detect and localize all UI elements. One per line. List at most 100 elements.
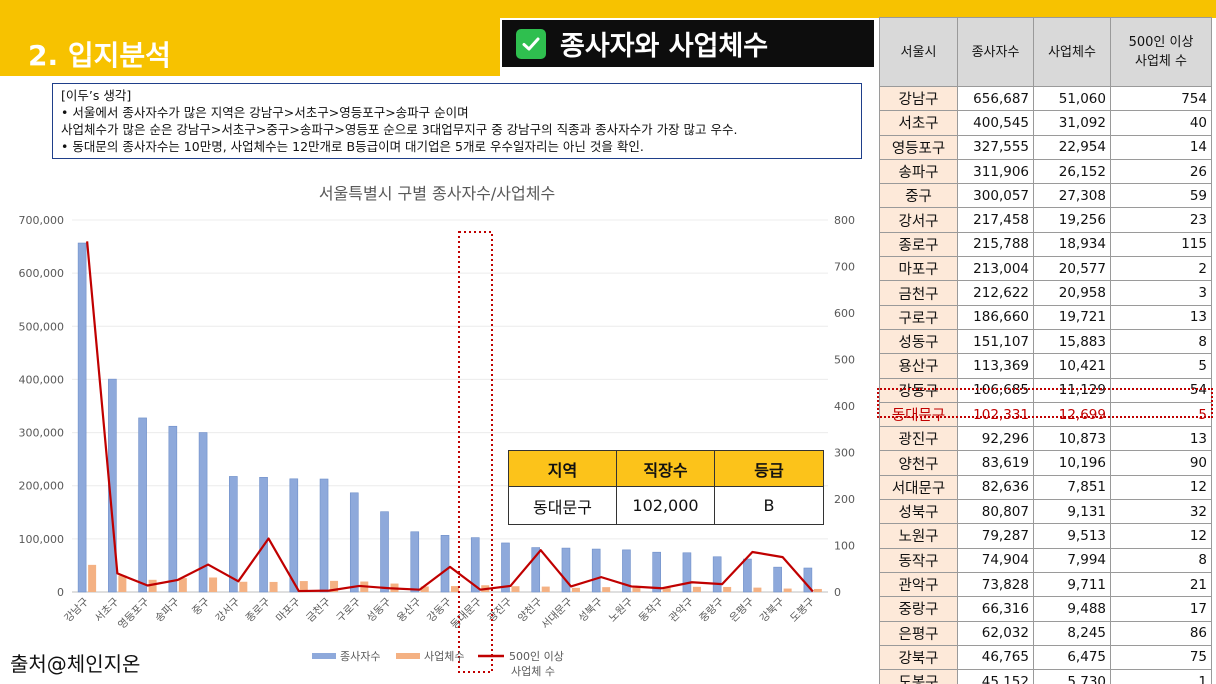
- right-tick-label: 600: [834, 307, 855, 320]
- bar-employees: [410, 531, 420, 593]
- table-row: 노원구 79,287 9,513 12: [879, 523, 1212, 549]
- grade-cell-grade: B: [714, 486, 824, 525]
- bar-employees: [652, 551, 661, 593]
- table-row: 서대문구 82,636 7,851 12: [879, 474, 1212, 501]
- category-label: 구로구: [334, 595, 363, 624]
- table-row: 강서구 217,458 19,256 23: [879, 207, 1212, 233]
- right-tick-label: 100: [834, 540, 855, 553]
- cell-employees: 186,660: [957, 304, 1034, 330]
- note-box: [이두’s 생각] • 서울에서 종사자수가 많은 지역은 강남구>서초구>영등…: [52, 83, 862, 159]
- table-row: 영등포구 327,555 22,954 14: [879, 134, 1212, 160]
- category-label: 중랑구: [697, 595, 726, 624]
- cell-businesses: 22,954: [1033, 134, 1111, 160]
- category-label: 마포구: [274, 595, 303, 624]
- bar-businesses: [451, 586, 459, 592]
- cell-district: 도봉구: [879, 669, 958, 684]
- left-tick-label: 0: [57, 586, 64, 599]
- bar-employees: [591, 548, 601, 593]
- category-label: 용산구: [395, 595, 424, 624]
- cell-businesses: 31,092: [1033, 110, 1111, 136]
- cell-district: 강남구: [879, 85, 958, 112]
- table-row: 용산구 113,369 10,421 5: [879, 353, 1212, 379]
- cell-businesses: 20,577: [1033, 256, 1111, 282]
- bar-businesses: [541, 586, 550, 592]
- category-label: 금천구: [304, 595, 333, 624]
- right-tick-label: 500: [834, 354, 855, 367]
- bar-businesses: [511, 586, 520, 592]
- table-row: 강동구 106,685 11,129 54: [879, 377, 1212, 403]
- table-row: 중랑구 66,316 9,488 17: [879, 596, 1212, 622]
- cell-employees: 74,904: [957, 547, 1034, 573]
- source-credit: 출처@체인지온: [10, 652, 141, 676]
- cell-district: 종로구: [879, 231, 958, 258]
- cell-businesses: 10,421: [1033, 353, 1111, 379]
- cell-500-plus: 3: [1110, 280, 1212, 306]
- cell-employees: 656,687: [957, 85, 1034, 112]
- bar-businesses: [723, 586, 732, 592]
- right-tick-label: 300: [834, 447, 855, 460]
- table-row: 금천구 212,622 20,958 3: [879, 280, 1212, 306]
- note-line-3: • 동대문의 종사자수는 10만명, 사업체수는 12만개로 B등급이며 대기업…: [61, 139, 644, 154]
- cell-district: 동작구: [879, 547, 958, 573]
- category-label: 은평구: [728, 595, 757, 624]
- cell-500-plus: 14: [1110, 134, 1212, 160]
- cell-500-plus: 8: [1110, 328, 1212, 355]
- cell-district: 노원구: [879, 523, 958, 549]
- table-row: 동작구 74,904 7,994 8: [879, 547, 1212, 573]
- cell-employees: 83,619: [957, 450, 1034, 476]
- cell-businesses: 9,711: [1033, 571, 1111, 598]
- cell-businesses: 7,994: [1033, 547, 1111, 573]
- legend-label-employees: 종사자수: [340, 650, 380, 663]
- bar-businesses: [239, 581, 248, 592]
- category-label: 종로구: [244, 595, 273, 624]
- bar-employees: [773, 566, 782, 593]
- bar-businesses: [571, 587, 580, 592]
- cell-500-plus: 75: [1110, 644, 1212, 671]
- cell-businesses: 9,513: [1033, 523, 1111, 549]
- cell-employees: 45,152: [957, 669, 1034, 684]
- cell-businesses: 18,934: [1033, 231, 1111, 258]
- legend-swatch-employees: [312, 653, 336, 659]
- cell-businesses: 20,958: [1033, 280, 1111, 306]
- left-tick-label: 500,000: [19, 320, 65, 333]
- bar-businesses: [88, 564, 97, 592]
- cell-businesses: 51,060: [1033, 85, 1111, 112]
- category-label: 서대문구: [539, 595, 575, 631]
- cell-employees: 213,004: [957, 256, 1034, 282]
- category-label: 송파구: [153, 595, 182, 624]
- cell-district: 강동구: [879, 377, 958, 403]
- cell-district: 용산구: [879, 353, 958, 379]
- right-tick-label: 200: [834, 493, 855, 506]
- right-tick-label: 0: [834, 586, 841, 599]
- category-label: 노원구: [607, 595, 636, 624]
- table-row: 광진구 92,296 10,873 13: [879, 426, 1212, 452]
- cell-500-plus: 59: [1110, 183, 1212, 209]
- bar-businesses: [330, 580, 339, 592]
- table-row: 은평구 62,032 8,245 86: [879, 620, 1212, 646]
- section-banner-title: 종사자와 사업체수: [560, 31, 769, 62]
- table-row: 서초구 400,545 31,092 40: [879, 110, 1212, 136]
- bar-businesses: [118, 575, 127, 592]
- table-highlight-box: [877, 388, 1213, 418]
- table-row: 마포구 213,004 20,577 2: [879, 256, 1212, 282]
- right-tick-label: 400: [834, 400, 855, 413]
- cell-employees: 79,287: [957, 523, 1034, 549]
- bar-employees: [682, 552, 692, 593]
- bar-businesses: [178, 578, 187, 592]
- note-line-2: 사업체수가 많은 순은 강남구>서초구>중구>송파구>영등포 순으로 3대업무지…: [61, 122, 738, 137]
- bar-businesses: [299, 581, 308, 592]
- cell-employees: 46,765: [957, 644, 1034, 671]
- cell-district: 금천구: [879, 280, 958, 306]
- cell-employees: 62,032: [957, 620, 1034, 646]
- cell-employees: 215,788: [957, 231, 1034, 258]
- cell-businesses: 19,721: [1033, 304, 1111, 330]
- cell-500-plus: 26: [1110, 158, 1212, 185]
- cell-businesses: 19,256: [1033, 207, 1111, 233]
- cell-businesses: 15,883: [1033, 328, 1111, 355]
- left-tick-label: 600,000: [19, 267, 65, 280]
- bar-employees: [712, 556, 722, 593]
- note-heading: [이두’s 생각]: [61, 88, 132, 103]
- cell-employees: 80,807: [957, 499, 1034, 525]
- bar-employees: [743, 558, 752, 593]
- cell-employees: 151,107: [957, 328, 1034, 355]
